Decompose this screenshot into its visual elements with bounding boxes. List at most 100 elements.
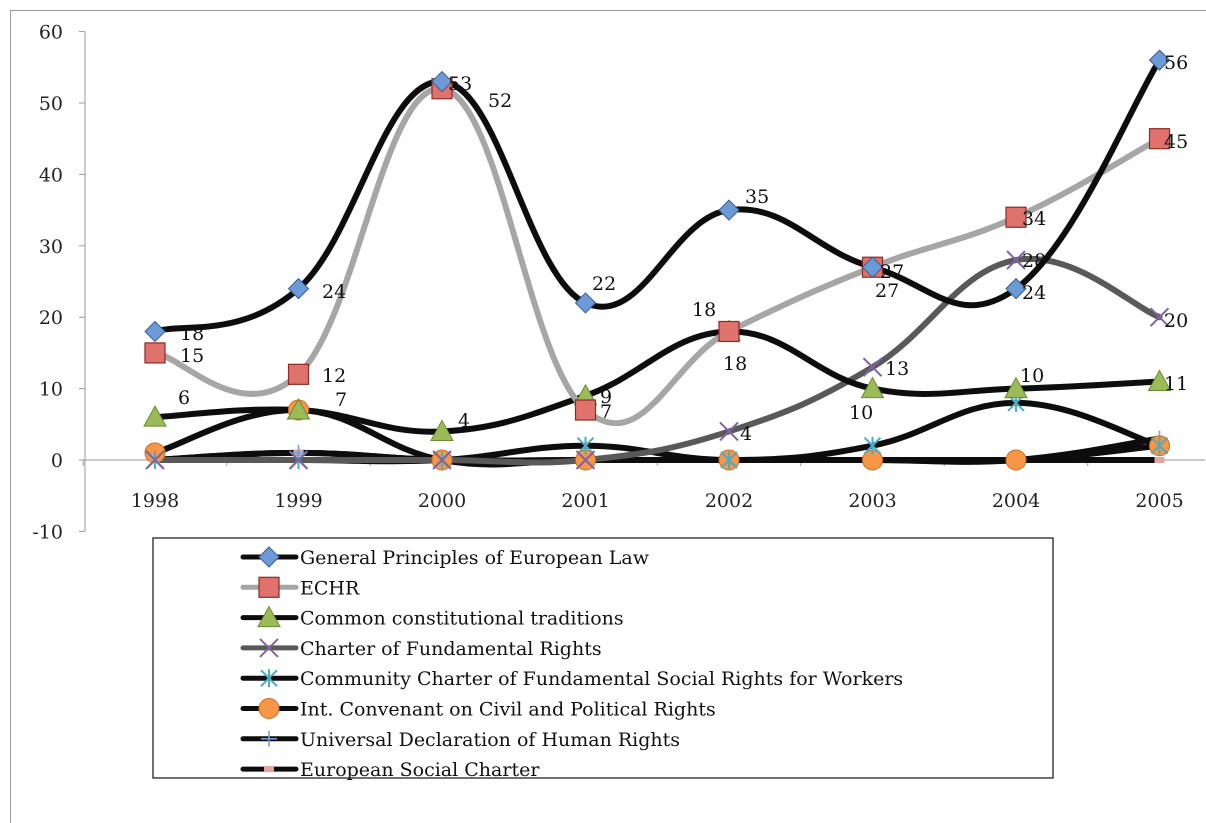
data-point (1147, 369, 1172, 391)
data-point (718, 199, 740, 221)
data-point (1150, 436, 1169, 455)
data-point (576, 436, 595, 455)
y-tick-label: 0 (51, 450, 63, 472)
x-tick-label: 1998 (131, 490, 179, 512)
data-label: 52 (488, 90, 512, 112)
legend-marker (260, 669, 278, 688)
data-point (1149, 307, 1170, 327)
data-label: 27 (880, 261, 904, 283)
data-point (286, 397, 311, 420)
data-point (575, 450, 596, 470)
data-label: 13 (885, 358, 909, 380)
data-point (430, 419, 454, 441)
data-point (145, 450, 165, 470)
data-label: 7 (600, 401, 612, 423)
data-point (862, 357, 883, 377)
y-tick-label: 30 (39, 236, 63, 258)
legend-marker (259, 638, 279, 658)
data-point (1005, 449, 1027, 471)
data-point (719, 421, 739, 442)
data-point (287, 277, 310, 300)
data-point (288, 450, 309, 470)
legend-label: General Principles of European Law (300, 547, 650, 569)
y-tick-label: -10 (32, 521, 63, 543)
series-line (152, 57, 1163, 335)
data-point (287, 363, 310, 385)
data-point (431, 70, 453, 93)
legend-marker (261, 730, 277, 747)
x-tick-label: 1999 (274, 490, 322, 512)
data-point (574, 292, 597, 314)
data-label: 10 (1020, 365, 1044, 387)
legend-marker (258, 546, 280, 568)
legend-label: Int. Convenant on Civil and Political Ri… (300, 699, 716, 721)
data-label: 34 (1022, 208, 1046, 230)
data-point (432, 450, 452, 470)
data-point (574, 399, 597, 421)
data-point (1154, 457, 1165, 463)
data-label: 7 (335, 389, 347, 411)
data-point (1005, 206, 1027, 228)
x-tick-label: 2002 (705, 490, 753, 512)
series-line (152, 328, 1163, 435)
data-label: 9 (600, 386, 612, 408)
data-label: 10 (849, 402, 873, 424)
data-point (1006, 250, 1026, 270)
data-point (1005, 277, 1027, 300)
legend-marker (258, 576, 280, 598)
axes: -10 0 10 20 30 40 50 60 1998 1999 2000 2001 2002 2003… (32, 22, 1205, 543)
data-point (863, 436, 882, 455)
data-point (860, 376, 885, 399)
data-point (718, 320, 740, 343)
legend-label: European Social Charter (300, 759, 540, 781)
series-markers (143, 49, 1172, 471)
data-label: 4 (458, 410, 470, 432)
legend-marker (257, 605, 281, 628)
data-point (861, 256, 884, 278)
data-label: 22 (592, 273, 616, 295)
data-point (144, 342, 166, 364)
data-point (1148, 49, 1171, 71)
data-label: 12 (322, 365, 346, 387)
data-label: 35 (745, 186, 769, 208)
data-label: 28 (1022, 250, 1046, 272)
data-label: 18 (692, 299, 716, 321)
y-tick-label: 40 (39, 164, 63, 186)
data-label: 24 (322, 281, 346, 303)
legend-label: Charter of Fundamental Rights (300, 638, 602, 660)
x-tick-label: 2004 (992, 490, 1040, 512)
legend-box (152, 537, 1054, 779)
x-tick-label: 2003 (848, 490, 896, 512)
legend-label: Common constitutional traditions (300, 608, 624, 630)
data-label: 56 (1164, 52, 1188, 74)
data-label: 53 (448, 73, 472, 95)
y-tick-label: 10 (39, 379, 63, 401)
legend-label: ECHR (300, 577, 360, 599)
data-label: 6 (178, 387, 190, 409)
legend: General Principles of European Law ECHR Co… (152, 537, 1054, 781)
x-tick-label: 2005 (1135, 490, 1183, 512)
chart-frame (10, 10, 1206, 823)
data-point (1148, 128, 1171, 150)
data-label: 20 (1164, 310, 1188, 332)
series-line (152, 255, 1163, 466)
data-point (143, 405, 167, 427)
data-point (720, 451, 738, 469)
data-label: 4 (740, 423, 752, 445)
series-lines (152, 57, 1163, 468)
y-tick-label: 50 (39, 93, 63, 115)
y-tick-label: 60 (39, 22, 63, 44)
data-labels: 18 24 53 22 35 27 24 56 15 12 52 7 18 27 34 45 6 7 4 9 18 10 1… (178, 52, 1188, 445)
data-label: 18 (723, 353, 747, 375)
data-point (144, 320, 166, 343)
x-tick-label: 2001 (561, 490, 609, 512)
data-label: 15 (180, 345, 204, 367)
data-label: 45 (1164, 131, 1188, 153)
legend-label: Community Charter of Fundamental Social … (300, 668, 903, 690)
y-tick-label: 20 (39, 307, 63, 329)
data-point (1004, 376, 1028, 399)
data-label: 27 (875, 280, 899, 302)
x-tick-label: 2000 (418, 490, 466, 512)
data-label: 18 (180, 323, 204, 345)
legend-marker (258, 698, 280, 719)
